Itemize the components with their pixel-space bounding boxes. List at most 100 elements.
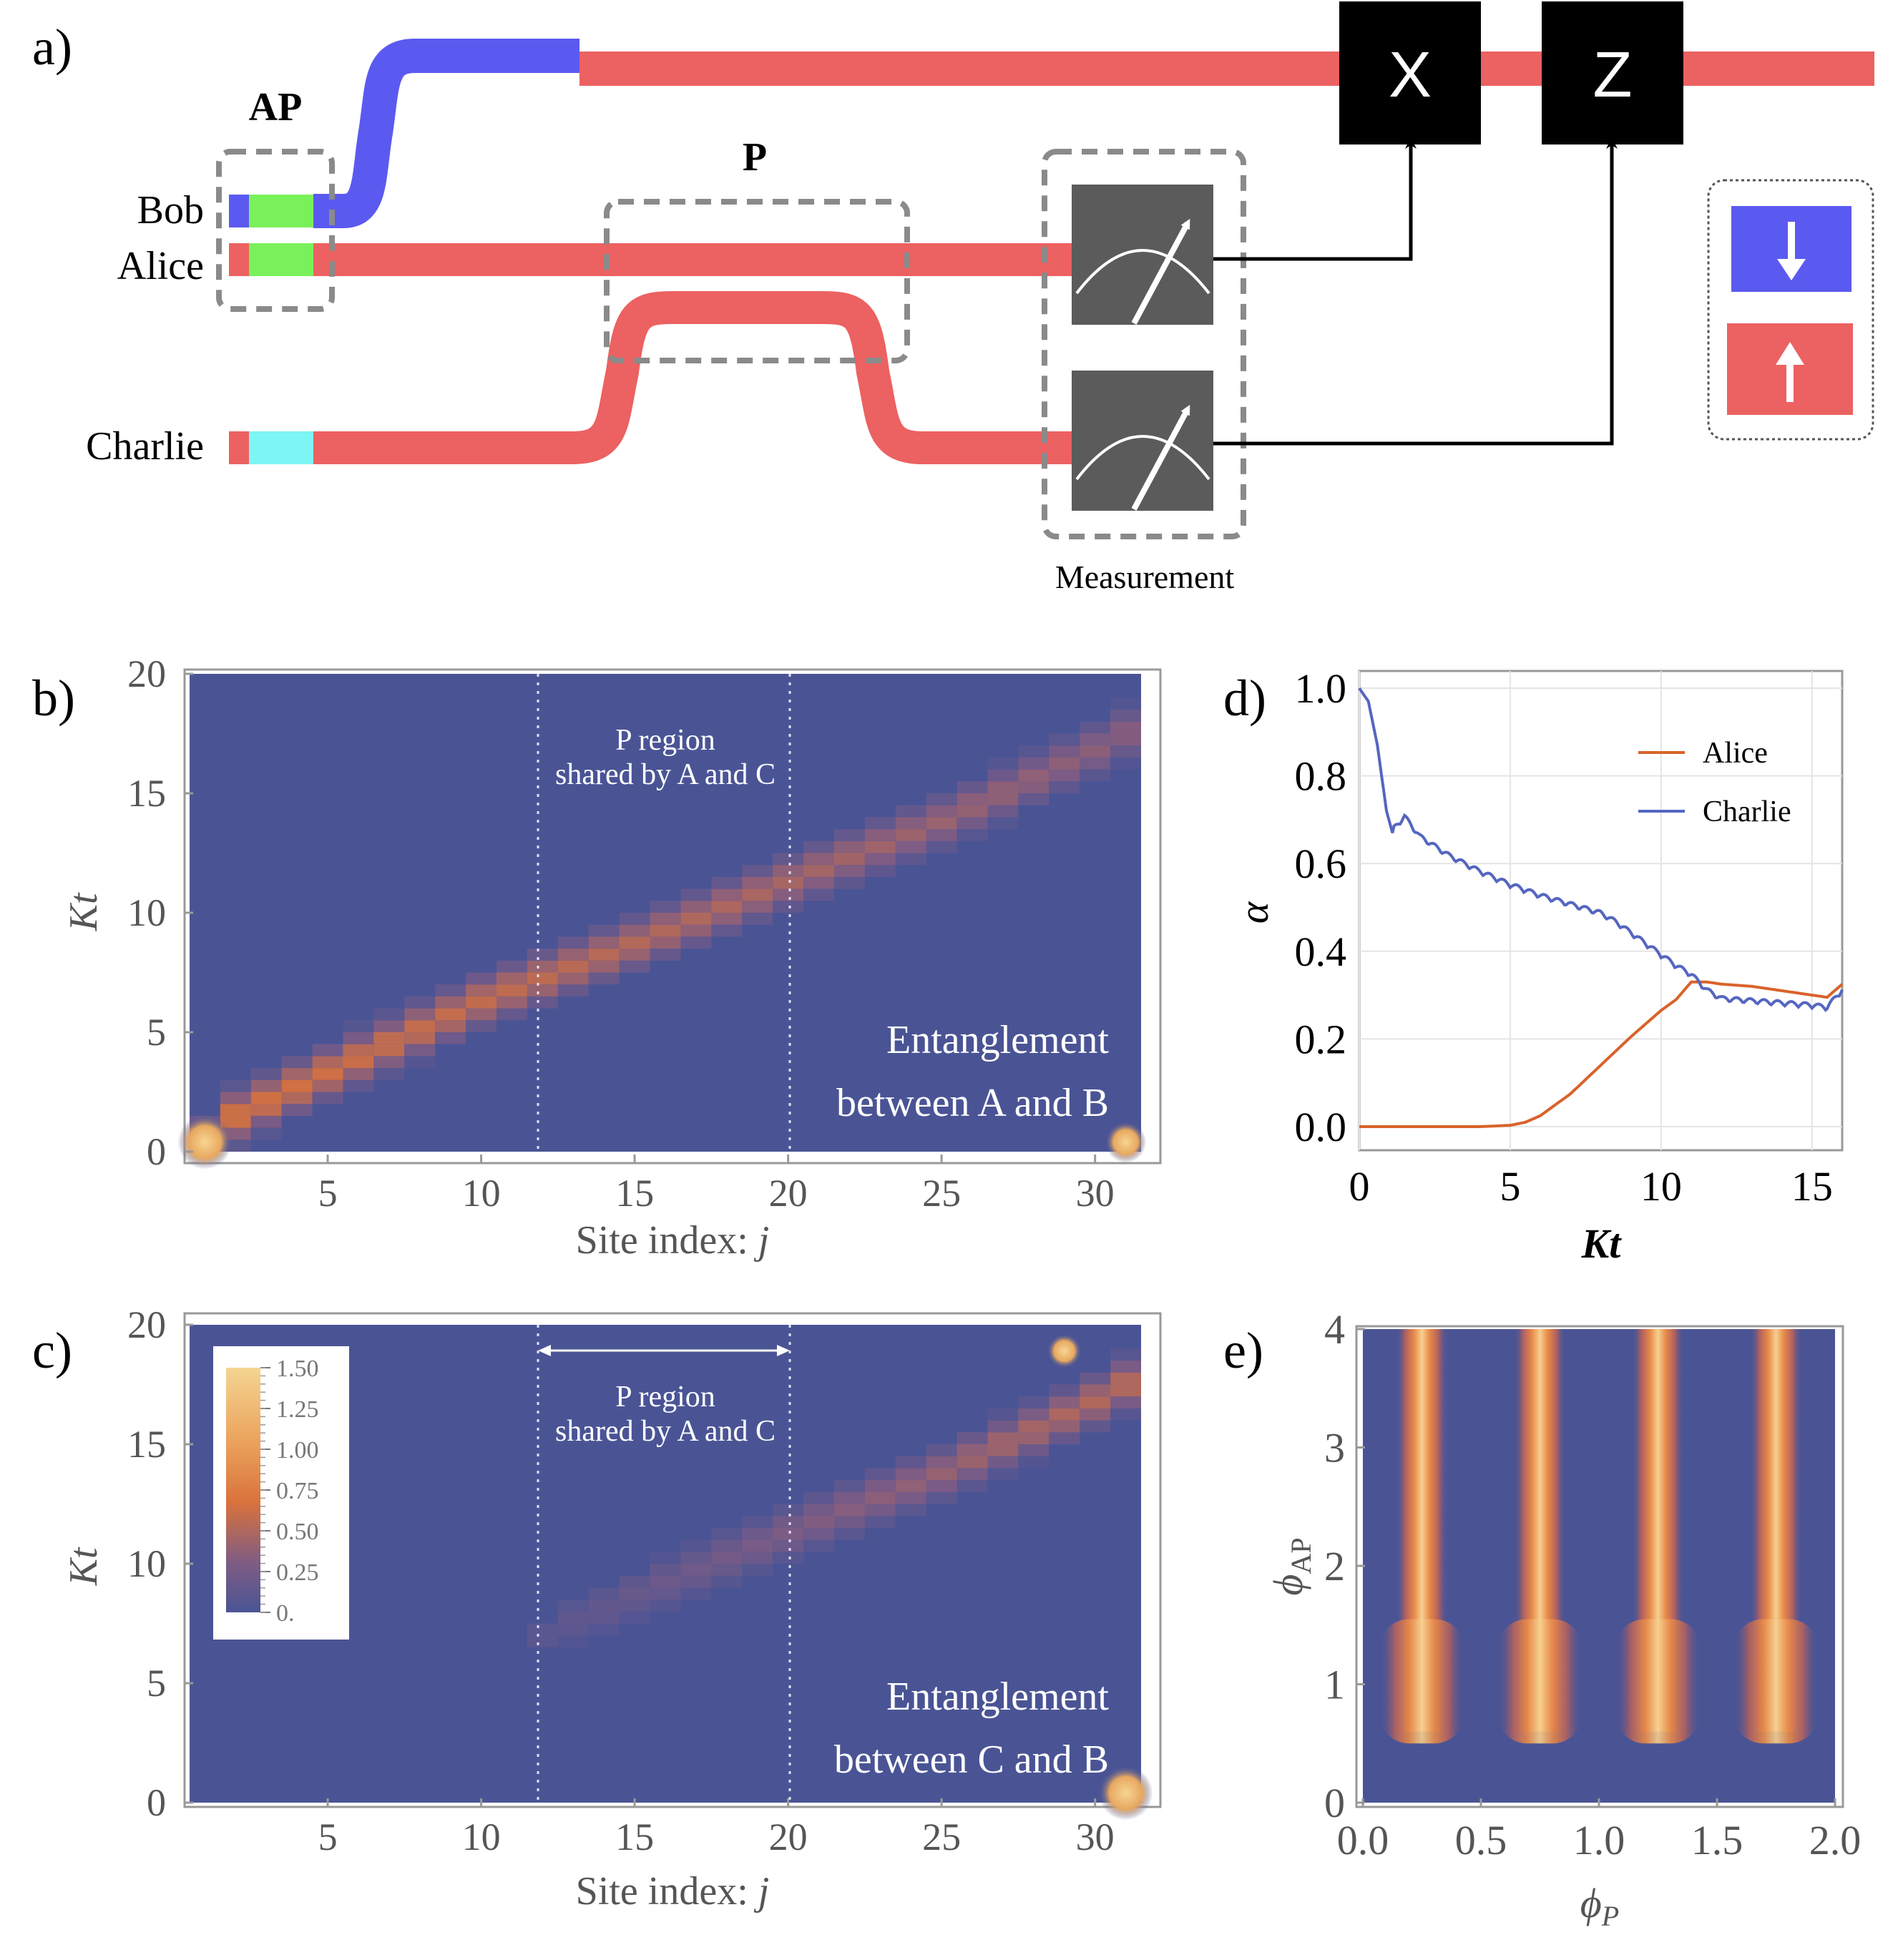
heatmap-cell: [957, 805, 988, 818]
y-tick-label: 0: [147, 1130, 166, 1173]
colorbar-tick-label: 1.50: [276, 1356, 319, 1382]
annotation-b-2: between A and B: [836, 1081, 1109, 1125]
alice-spin-start: [229, 243, 249, 276]
heatmap-cell: [864, 1516, 896, 1528]
heatmap-cell: [312, 1044, 343, 1057]
heatmap-cell: [250, 1127, 282, 1140]
plot-c-frame: [183, 1312, 1162, 1808]
heatmap-cell: [773, 853, 804, 866]
heatmap-cell: [926, 1480, 957, 1492]
heatmap-cell: [803, 1539, 834, 1552]
heatmap-hotspot: [1098, 1765, 1153, 1821]
arrow-up-icon: [1776, 342, 1804, 402]
heatmap-cell: [1049, 769, 1080, 782]
heatmap-cell: [1049, 1432, 1080, 1444]
heatmap-cell: [1049, 757, 1080, 770]
heatmap-cell: [773, 901, 804, 913]
heatmap-cell: [895, 1480, 926, 1492]
heatmap-cell: [957, 1444, 988, 1456]
heatmap-cell: [926, 1468, 957, 1481]
ylabel-e: ϕAP: [1265, 1537, 1317, 1595]
heatmap-cell: [1080, 733, 1111, 746]
heatmap-cell: [957, 1480, 988, 1492]
heatmap-cell: [496, 1008, 527, 1021]
heatmap-cell: [1110, 1384, 1141, 1397]
heatmap-cell: [926, 1444, 957, 1456]
heatmap-cell: [404, 1032, 436, 1044]
heatmap-cell: [435, 984, 466, 996]
gate-z-label: Z: [1593, 39, 1633, 111]
heatmap-cell: [803, 1527, 834, 1540]
heatmap-cell: [527, 996, 558, 1009]
xlabel-e: ϕP: [1580, 1880, 1619, 1932]
x-tick-label: 25: [922, 1172, 961, 1215]
heatmap-cell: [987, 793, 1019, 805]
colorbar-tick-label: 0.75: [276, 1478, 319, 1504]
heatmap-cell: [466, 984, 496, 996]
heatmap-cell: [773, 876, 804, 889]
heatmap-cell: [220, 1079, 251, 1092]
heatmap-cell: [1110, 1396, 1141, 1408]
heatmap-cell: [466, 1008, 496, 1021]
heatmap-cell: [1110, 697, 1141, 710]
heatmap-cell: [650, 913, 681, 925]
heatmap-cell: [803, 1491, 834, 1504]
annotation-c-2: between C and B: [834, 1738, 1109, 1782]
heatmap-cell: [895, 1491, 926, 1504]
heatmap-cell: [527, 1635, 558, 1647]
heatmap-cell: [834, 865, 865, 877]
heatmap-cell: [1049, 745, 1080, 758]
heatmap-cell: [987, 817, 1019, 830]
panel-c-label: c): [32, 1322, 72, 1379]
y-tick-label: 0.4: [1295, 928, 1347, 975]
heatmap-lobe: [1615, 1619, 1701, 1744]
heatmap-cell: [496, 960, 527, 973]
heatmap-cell: [588, 972, 620, 985]
heatmap-cell: [557, 972, 589, 985]
heatmap-cell: [680, 1564, 712, 1576]
heatmap-cell: [987, 1408, 1019, 1421]
heatmap-cell: [864, 829, 896, 841]
ylabel-d: α: [1231, 901, 1277, 923]
heatmap-cell: [312, 1079, 343, 1092]
heatmap-hotspot: [177, 1114, 233, 1170]
heatmap-cell: [711, 1539, 743, 1552]
heatmap-cell: [619, 1587, 650, 1600]
x-tick-label: 30: [1076, 1172, 1115, 1215]
legend-alice-label: Alice: [1703, 737, 1768, 770]
xlabel-d: Kt: [1581, 1220, 1623, 1267]
heatmap-cell: [1110, 757, 1141, 770]
heatmap-cell: [773, 1539, 804, 1552]
heatmap-cell: [1049, 1420, 1080, 1433]
heatmap-cell: [281, 1104, 313, 1116]
panel-d-label: d): [1223, 670, 1266, 727]
heatmap-cell: [250, 1068, 282, 1080]
x-tick-label: 30: [1076, 1816, 1115, 1858]
heatmap-cell: [1110, 733, 1141, 746]
heatmap-cell: [895, 841, 926, 853]
heatmap-cell: [312, 1056, 343, 1069]
heatmap-cell: [250, 1104, 282, 1116]
heatmap-cell: [619, 913, 650, 925]
heatmap-cell: [803, 1504, 834, 1516]
x-tick-label: 10: [462, 1172, 501, 1215]
y-tick-label: 0.8: [1295, 753, 1347, 800]
heatmap-cell: [220, 1092, 251, 1104]
y-tick-label: 0.6: [1295, 841, 1347, 887]
heatmap-cell: [312, 1068, 343, 1080]
heatmap-cell: [1018, 757, 1050, 770]
heatmap-hotspot: [1105, 1121, 1147, 1163]
charlie-label: Charlie: [86, 424, 204, 469]
heatmap-cell: [343, 1068, 374, 1080]
heatmap-cell: [680, 888, 712, 901]
heatmap-cell: [803, 888, 834, 901]
heatmap-cell: [711, 888, 743, 901]
y-tick-label: 1: [1324, 1662, 1345, 1708]
heatmap-cell: [834, 1516, 865, 1528]
heatmap-cell: [650, 1575, 681, 1588]
heatmap-cell: [404, 1020, 436, 1032]
heatmap-cell: [588, 1623, 620, 1636]
heatmap-cell: [373, 1020, 405, 1032]
heatmap-cell: [650, 1587, 681, 1600]
heatmap-cell: [496, 984, 527, 996]
